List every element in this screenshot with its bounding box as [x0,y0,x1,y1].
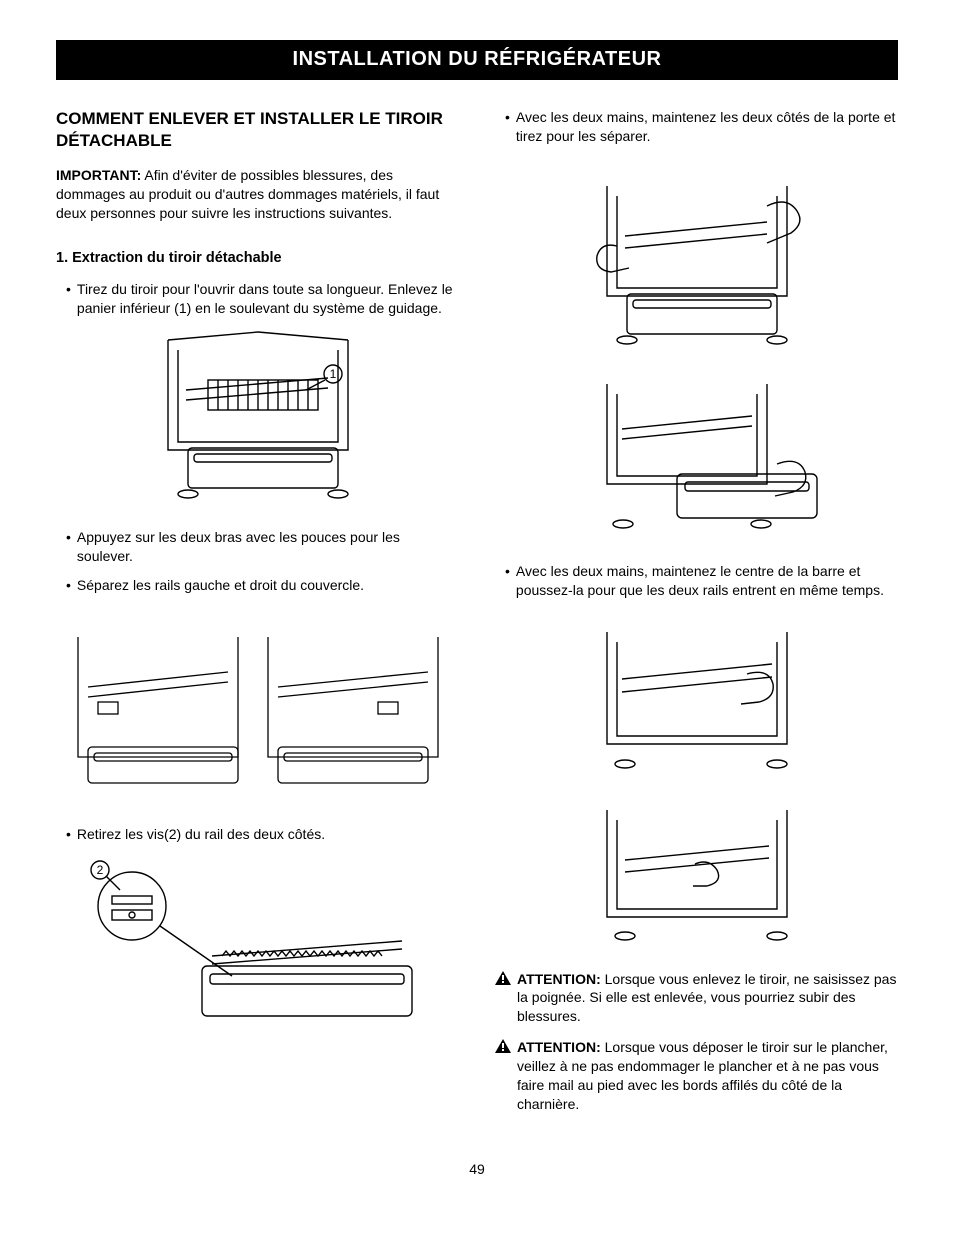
screw-detail-illustration-icon: 2 [82,856,442,1046]
figure-screw-detail: 2 [56,856,459,1046]
right-column: • Avec les deux mains, maintenez les deu… [495,108,898,1126]
attention-label: ATTENTION: [517,1039,601,1055]
warning-triangle-icon [495,1038,517,1114]
attention-1-text: ATTENTION: Lorsque vous enlevez le tiroi… [517,970,898,1027]
left-column: COMMENT ENLEVER ET INSTALLER LE TIROIR D… [56,108,459,1126]
bullet-dot-icon: • [66,280,77,318]
bullet-left-3: • Séparez les rails gauche et droit du c… [56,576,459,595]
bullet-dot-icon: • [66,576,77,595]
two-column-layout: COMMENT ENLEVER ET INSTALLER LE TIROIR D… [56,108,898,1126]
figure-rails-pair [56,607,459,807]
push-bar-2-illustration-icon [577,802,817,952]
bullet-left-2: • Appuyez sur les deux bras avec les pou… [56,528,459,566]
subsection-1-title: 1. Extraction du tiroir détachable [56,249,459,269]
push-bar-1-illustration-icon [577,624,817,784]
bullet-right-1: • Avec les deux mains, maintenez les deu… [495,108,898,146]
bullet-right-2: • Avec les deux mains, maintenez le cent… [495,562,898,600]
rails-pair-illustration-icon [68,607,448,807]
bullet-text: Appuyez sur les deux bras avec les pouce… [77,528,459,566]
bullet-left-1: • Tirez du tiroir pour l'ouvrir dans tou… [56,280,459,318]
bullet-text: Retirez les vis(2) du rail des deux côté… [77,825,459,844]
bullet-text: Séparez les rails gauche et droit du cou… [77,576,459,595]
figure-hands-pull [495,176,898,356]
important-paragraph: IMPORTANT: Afin d'éviter de possibles bl… [56,166,459,223]
drawer-basket-illustration-icon: 1 [128,330,388,510]
bullet-text: Tirez du tiroir pour l'ouvrir dans toute… [77,280,459,318]
bullet-text: Avec les deux mains, maintenez les deux … [516,108,898,146]
bullet-left-4: • Retirez les vis(2) du rail des deux cô… [56,825,459,844]
section-title: COMMENT ENLEVER ET INSTALLER LE TIROIR D… [56,108,459,152]
figure-drawer-basket: 1 [56,330,459,510]
bullet-dot-icon: • [505,108,516,146]
figure-push-bar-1 [495,624,898,784]
bullet-text: Avec les deux mains, maintenez le centre… [516,562,898,600]
bullet-dot-icon: • [505,562,516,600]
drawer-lifted-illustration-icon [567,374,827,544]
page-header-bar: INSTALLATION DU RÉFRIGÉRATEUR [56,40,898,80]
warning-triangle-icon [495,970,517,1027]
important-label: IMPORTANT: [56,167,141,183]
figure-drawer-lifted [495,374,898,544]
callout-1-label: 1 [329,367,336,381]
hands-pull-illustration-icon [567,176,827,356]
attention-2: ATTENTION: Lorsque vous déposer le tiroi… [495,1038,898,1114]
attention-2-text: ATTENTION: Lorsque vous déposer le tiroi… [517,1038,898,1114]
callout-2-label: 2 [96,863,103,877]
attention-label: ATTENTION: [517,971,601,987]
header-title: INSTALLATION DU RÉFRIGÉRATEUR [293,48,662,70]
bullet-dot-icon: • [66,825,77,844]
page-number: 49 [56,1160,898,1179]
attention-1: ATTENTION: Lorsque vous enlevez le tiroi… [495,970,898,1027]
bullet-dot-icon: • [66,528,77,566]
figure-push-bar-2 [495,802,898,952]
